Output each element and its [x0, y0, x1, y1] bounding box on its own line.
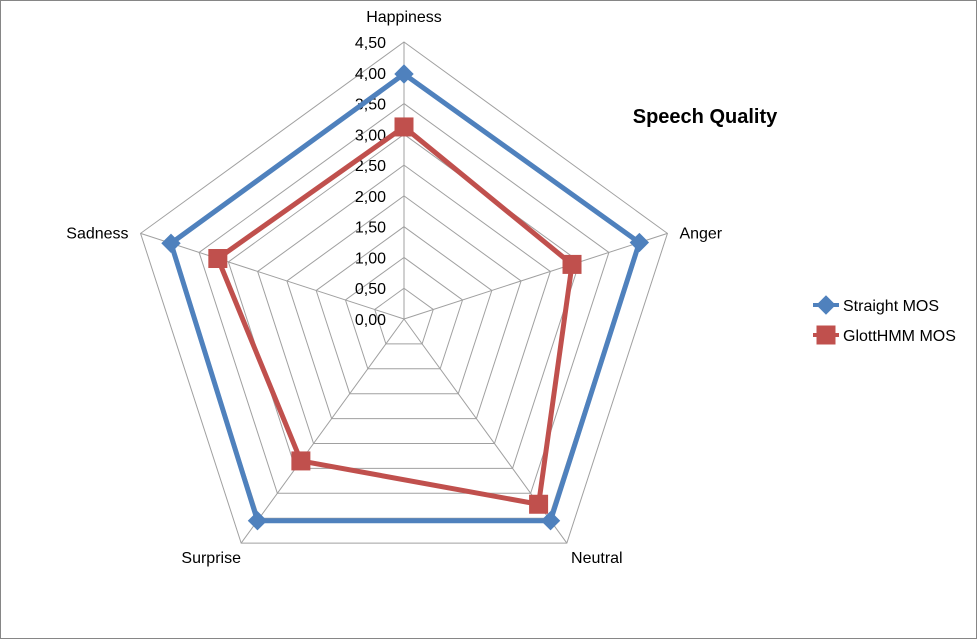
- tick-label: 2,50: [355, 158, 386, 175]
- category-labels: Happiness Anger Neutral Surprise Sadness: [66, 9, 723, 567]
- grid-ring: [139, 41, 669, 544]
- category-label-sadness: Sadness: [66, 225, 128, 242]
- grid-ring: [257, 164, 551, 444]
- legend-label: GlottHMM MOS: [843, 328, 956, 345]
- legend: Straight MOS GlottHMM MOS: [813, 295, 956, 345]
- legend-marker: [816, 325, 836, 345]
- tick-label: 2,00: [355, 189, 386, 206]
- data-point-glotthmm-mos-surprise: [291, 451, 311, 471]
- legend-item-glotthmm-mos: GlottHMM MOS: [813, 325, 956, 345]
- tick-label: 0,50: [355, 281, 386, 298]
- tick-label: 0,00: [355, 312, 386, 329]
- grid-ring: [198, 102, 610, 494]
- radar-grid: [139, 41, 669, 544]
- series-line-straight-mos: [168, 71, 642, 524]
- category-label-anger: Anger: [679, 225, 722, 242]
- chart-title: Speech Quality: [633, 106, 778, 128]
- grid-ring: [227, 133, 581, 469]
- tick-label: 4,50: [355, 35, 386, 52]
- data-point-straight-mos-happiness: [394, 64, 414, 84]
- grid-ring: [344, 256, 464, 370]
- tick-label: 1,00: [355, 250, 386, 267]
- grid-ring: [286, 195, 522, 420]
- data-point-glotthmm-mos-happiness: [394, 117, 414, 137]
- legend-label: Straight MOS: [843, 298, 939, 315]
- series-straight-mos: [161, 64, 650, 531]
- tick-label: 3,00: [355, 127, 386, 144]
- grid-ring: [315, 226, 493, 395]
- data-point-straight-mos-sadness: [161, 233, 181, 254]
- series-line-glotthmm-mos: [215, 124, 575, 507]
- series-glotthmm-mos: [208, 117, 582, 514]
- axis-spoke-anger: [403, 232, 668, 320]
- data-point-straight-mos-neutral: [540, 510, 561, 531]
- tick-label: 4,00: [355, 66, 386, 83]
- legend-item-straight-mos: Straight MOS: [813, 295, 939, 315]
- data-series: [161, 64, 650, 531]
- data-point-glotthmm-mos-sadness: [208, 249, 228, 269]
- axis-spoke-sadness: [140, 232, 405, 320]
- category-label-neutral: Neutral: [571, 550, 623, 567]
- legend-marker: [816, 295, 836, 315]
- axis-spoke-surprise: [240, 318, 405, 544]
- radial-axis-ticks: 0,00 0,50 1,00 1,50 2,00 2,50 3,00 3,50 4,00 4,50: [355, 35, 386, 329]
- category-label-happiness: Happiness: [366, 9, 442, 26]
- data-point-glotthmm-mos-neutral: [529, 494, 549, 514]
- data-point-glotthmm-mos-anger: [562, 254, 582, 274]
- data-point-straight-mos-anger: [629, 232, 650, 253]
- data-point-straight-mos-surprise: [247, 510, 268, 531]
- category-label-surprise: Surprise: [181, 550, 241, 567]
- tick-label: 1,50: [355, 220, 386, 237]
- grid-ring: [374, 287, 434, 345]
- tick-label: 3,50: [355, 97, 386, 114]
